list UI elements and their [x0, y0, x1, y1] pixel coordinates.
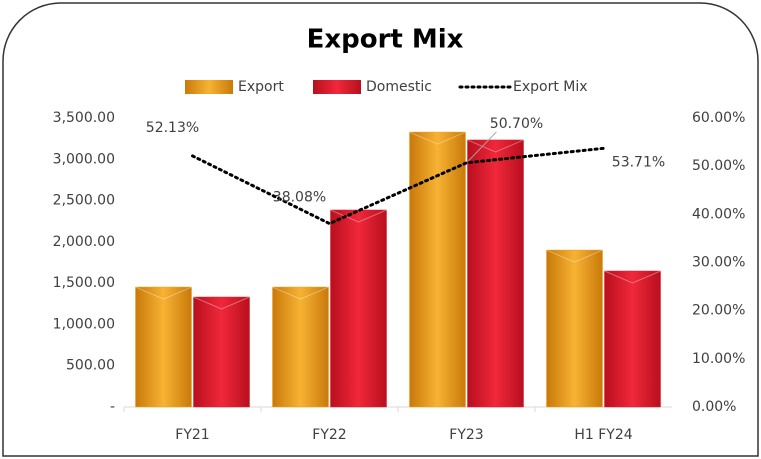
- y2-tick-label: 50.00%: [692, 158, 745, 174]
- y-tick-label: -: [110, 399, 115, 415]
- y-tick-label: 3,000.00: [53, 151, 115, 167]
- legend-label: Export: [238, 79, 284, 95]
- y2-tick-label: 30.00%: [692, 255, 745, 271]
- bar-top: [546, 249, 603, 263]
- y-tick-label: 500.00: [66, 358, 115, 374]
- data-label: 38.08%: [273, 190, 326, 206]
- bar: [467, 139, 524, 408]
- data-label: 53.71%: [612, 154, 665, 170]
- y-tick-label: 3,500.00: [53, 110, 115, 126]
- legend-label: Domestic: [366, 79, 432, 95]
- bar-top: [272, 286, 329, 300]
- bar: [330, 209, 387, 408]
- line: [191, 146, 605, 226]
- y-tick-label: 1,000.00: [53, 316, 115, 332]
- y2-tick-label: 60.00%: [692, 110, 745, 126]
- y-tick-label: 1,500.00: [53, 275, 115, 291]
- bar-top: [135, 286, 192, 300]
- y2-tick-label: 10.00%: [692, 351, 745, 367]
- bar: [546, 249, 603, 408]
- bar-top: [467, 139, 524, 153]
- x-tick-label: H1 FY24: [574, 427, 632, 443]
- legend-label: Export Mix: [513, 79, 588, 95]
- y2-tick-label: 0.00%: [692, 399, 736, 415]
- x-tick-label: FY23: [449, 427, 483, 443]
- x-tick-label: FY22: [312, 427, 346, 443]
- data-label: 52.13%: [146, 120, 199, 136]
- bar-top: [409, 131, 466, 145]
- legend-swatch: [313, 80, 361, 94]
- bar: [193, 296, 250, 408]
- chart-title: Export Mix: [307, 25, 464, 55]
- bar-top: [604, 270, 661, 284]
- y2-tick-label: 40.00%: [692, 206, 745, 222]
- legend-swatch: [185, 80, 233, 94]
- y-tick-label: 2,500.00: [53, 193, 115, 209]
- bar-top: [193, 296, 250, 310]
- bar-top: [330, 209, 387, 223]
- leader-line: [468, 131, 497, 162]
- data-label: 50.70%: [490, 116, 543, 132]
- bar: [272, 286, 329, 408]
- bar: [135, 286, 192, 408]
- bar: [604, 270, 661, 408]
- y-tick-label: 2,000.00: [53, 234, 115, 250]
- bar: [409, 131, 466, 408]
- y2-tick-label: 20.00%: [692, 303, 745, 319]
- x-tick-label: FY21: [175, 427, 209, 443]
